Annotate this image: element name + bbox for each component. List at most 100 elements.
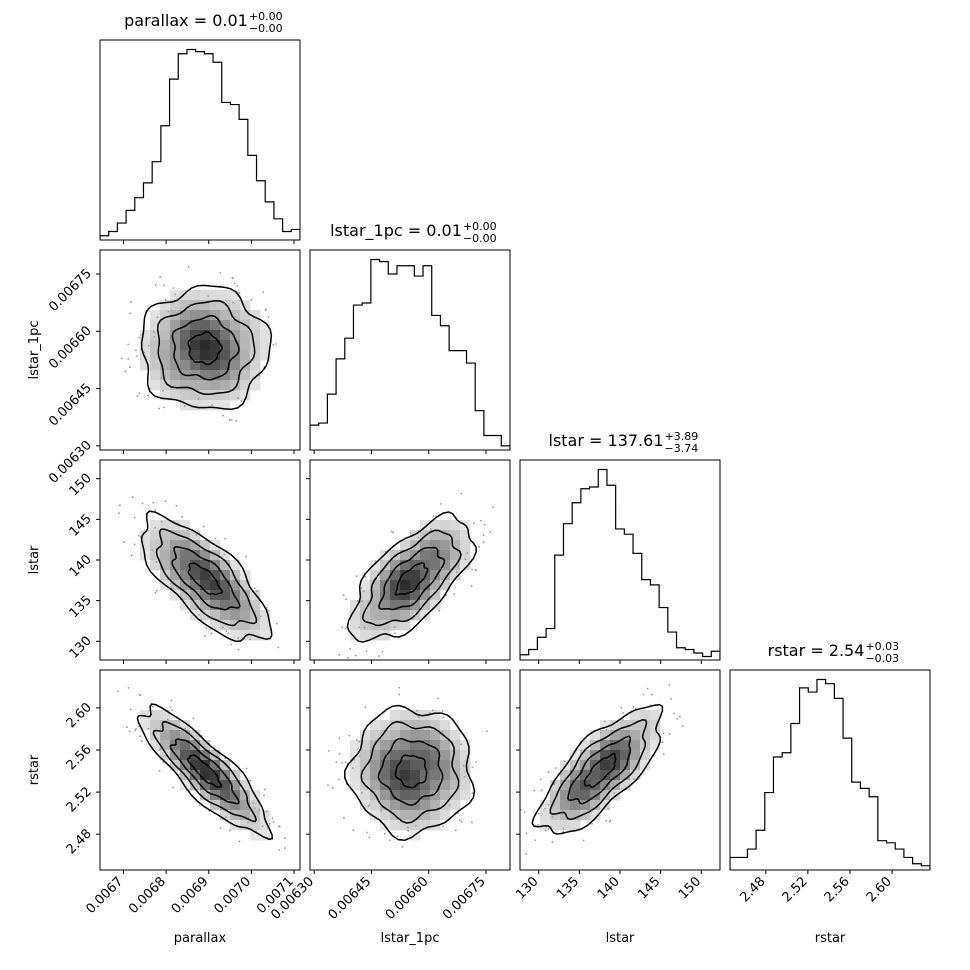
sample-point (348, 734, 351, 737)
sample-point (147, 344, 150, 347)
sample-point (268, 822, 271, 825)
sample-point (262, 291, 265, 294)
panel-content (100, 48, 300, 240)
x-axis-label-lstar: lstar (606, 931, 635, 946)
density-cell (180, 520, 191, 531)
sample-point (138, 336, 141, 339)
density-cell (200, 380, 211, 391)
density-cell (210, 300, 221, 311)
density-cell (440, 760, 451, 771)
density-cell (570, 780, 581, 791)
sample-point (646, 687, 649, 690)
density-cell (380, 800, 391, 811)
density-cell (610, 790, 621, 801)
sample-point (139, 735, 142, 738)
density-cell (170, 590, 181, 601)
density-cell (230, 340, 241, 351)
density-cell (160, 530, 171, 541)
density-cell (170, 320, 181, 331)
sample-point (263, 794, 266, 797)
density-cell (560, 820, 571, 831)
density-cell (200, 600, 211, 611)
density-cell (390, 620, 401, 631)
density-cell (460, 760, 471, 771)
density-cell (160, 380, 171, 391)
density-cell (220, 320, 231, 331)
density-cell (390, 760, 401, 771)
density-cell (210, 320, 221, 331)
sample-point (445, 594, 448, 597)
density-cell (560, 780, 571, 791)
sample-point (152, 330, 155, 333)
title-lower-error: −0.00 (463, 232, 497, 245)
density-cell (170, 570, 181, 581)
density-cell (240, 780, 251, 791)
density-cell (450, 770, 461, 781)
sample-point (464, 558, 467, 561)
sample-point (129, 708, 132, 711)
density-cell (400, 570, 411, 581)
sample-point (137, 534, 140, 537)
panel-lstar-vs-parallax: 130 135 140 145 150 (67, 459, 301, 664)
density-cell (440, 560, 451, 571)
sample-point (356, 663, 358, 665)
density-cell (180, 730, 191, 741)
sample-point (159, 748, 162, 750)
sample-point (396, 835, 399, 838)
density-cell (170, 380, 181, 391)
density-cell (600, 770, 611, 781)
density-cell (400, 730, 411, 741)
sample-point (152, 501, 155, 504)
density-cell (210, 330, 221, 341)
density-cell (430, 570, 441, 581)
histogram-parallax (100, 48, 300, 240)
density-cell (410, 600, 421, 611)
sample-point (205, 627, 208, 630)
sample-point (207, 295, 210, 297)
density-cell (220, 560, 231, 571)
density-cell (260, 810, 271, 821)
density-cell (350, 630, 361, 641)
sample-point (349, 647, 352, 650)
sample-point (551, 841, 554, 844)
density-cell (150, 540, 161, 551)
sample-point (198, 804, 201, 807)
density-cell (430, 600, 441, 611)
sample-point (366, 831, 368, 834)
density-cell (250, 360, 261, 371)
density-cell (370, 560, 381, 571)
density-cell (460, 530, 471, 541)
sample-point (605, 819, 608, 822)
density-cell (220, 620, 231, 631)
density-cell (590, 730, 601, 741)
sample-point (327, 784, 329, 786)
y-tick-label: 0.00660 (46, 324, 95, 373)
density-cell (610, 770, 621, 781)
y-tick-label: 135 (67, 593, 95, 621)
density-cell (430, 810, 441, 821)
contour-line (360, 720, 460, 824)
density-cell (440, 790, 451, 801)
density-cell (210, 350, 221, 361)
density-cell (360, 630, 371, 641)
density-cell (350, 760, 361, 771)
density-cell (650, 730, 661, 741)
contour-line (377, 738, 444, 806)
density-cell (150, 710, 161, 721)
density-cell (180, 390, 191, 401)
density-cell (250, 320, 261, 331)
density-cell (160, 360, 171, 371)
sample-point (228, 419, 231, 422)
sample-point (460, 492, 463, 495)
density-cell (180, 720, 191, 731)
title-parallax: parallax = 0.01 +0.00−0.00 (124, 10, 282, 35)
x-tick-label: 0.00645 (326, 874, 375, 923)
sample-point (154, 509, 157, 512)
density-cell (450, 730, 461, 741)
density-cell (200, 580, 211, 591)
density-cell (140, 350, 151, 361)
density-cell (420, 580, 431, 591)
density-cell (190, 300, 201, 311)
density-cell (180, 380, 191, 391)
sample-point (237, 637, 240, 639)
